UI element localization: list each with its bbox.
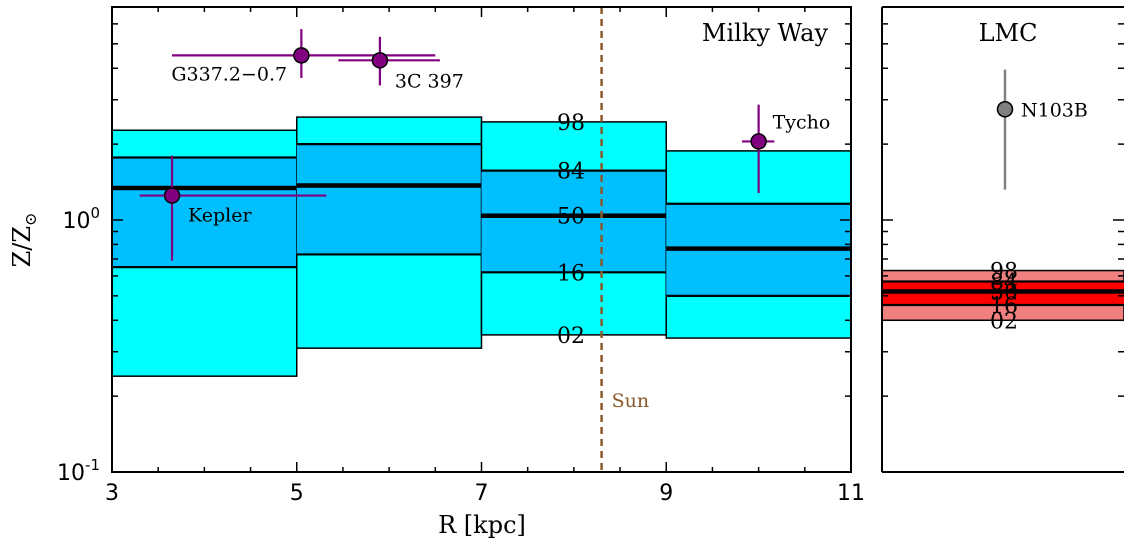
y-tick-label-0: 100 xyxy=(62,204,100,234)
x-tick-label-3: 3 xyxy=(105,481,119,506)
point-label-tycho: Tycho xyxy=(773,111,831,133)
y-tick-base: 10 xyxy=(57,461,85,486)
x-tick-label-9: 9 xyxy=(659,481,673,506)
lmc-percentile-label-84: 84 xyxy=(990,271,1018,296)
lmc-plot-area xyxy=(882,269,1124,322)
percentile-label-84: 84 xyxy=(557,160,585,185)
y-tick-exponent: -1 xyxy=(85,456,100,474)
milky-way-panel-title: Milky Way xyxy=(702,19,829,47)
y-axis-label-main: Z/Z xyxy=(8,226,36,267)
y-tick-exponent: 0 xyxy=(90,204,100,222)
point-label-g337-2-0-7: G337.2−0.7 xyxy=(171,63,287,85)
y-axis-label: Z/Z⊙ xyxy=(8,213,40,268)
milky-way-plot-area xyxy=(112,7,851,472)
x-tick-label-5: 5 xyxy=(290,481,304,506)
point-tycho xyxy=(750,133,767,150)
band-84-16-bin-1 xyxy=(296,144,482,255)
y-axis-label-subscript: ⊙ xyxy=(21,213,40,226)
point-n103b xyxy=(996,101,1014,118)
point-label-3c-397: 3C 397 xyxy=(395,70,464,92)
y-tick-base: 10 xyxy=(62,209,90,234)
point-label-kepler: Kepler xyxy=(188,205,252,227)
lmc-percentile-label-16: 16 xyxy=(990,294,1018,319)
y-tick-label--1: 10-1 xyxy=(57,456,100,486)
percentile-label-02: 02 xyxy=(557,324,585,349)
percentile-label-98: 98 xyxy=(557,111,585,136)
point-label-n103b: N103B xyxy=(1021,99,1088,121)
percentile-label-16: 16 xyxy=(557,261,585,286)
x-tick-label-7: 7 xyxy=(475,481,489,506)
lmc-percentile-label-98: 98 xyxy=(990,260,1018,285)
band-84-16-bin-2 xyxy=(481,170,667,273)
lmc-panel-title: LMC xyxy=(979,19,1038,47)
labels: Milky Way LMC R [kpc] Z/Z⊙ 9884501602Sun… xyxy=(8,19,1037,539)
point-g337-2-0-7 xyxy=(293,47,310,64)
band-84-16-bin-0 xyxy=(112,157,297,268)
percentile-label-50: 50 xyxy=(557,205,585,230)
sun-label: Sun xyxy=(612,390,650,412)
x-axis-label: R [kpc] xyxy=(438,511,526,539)
point-3c-397 xyxy=(371,52,389,69)
lmc-percentile-label-50: 50 xyxy=(990,281,1018,306)
x-tick-label-11: 11 xyxy=(837,481,865,506)
point-kepler xyxy=(163,187,181,204)
axes xyxy=(111,6,1124,473)
lmc-percentile-label-02: 02 xyxy=(990,309,1018,334)
